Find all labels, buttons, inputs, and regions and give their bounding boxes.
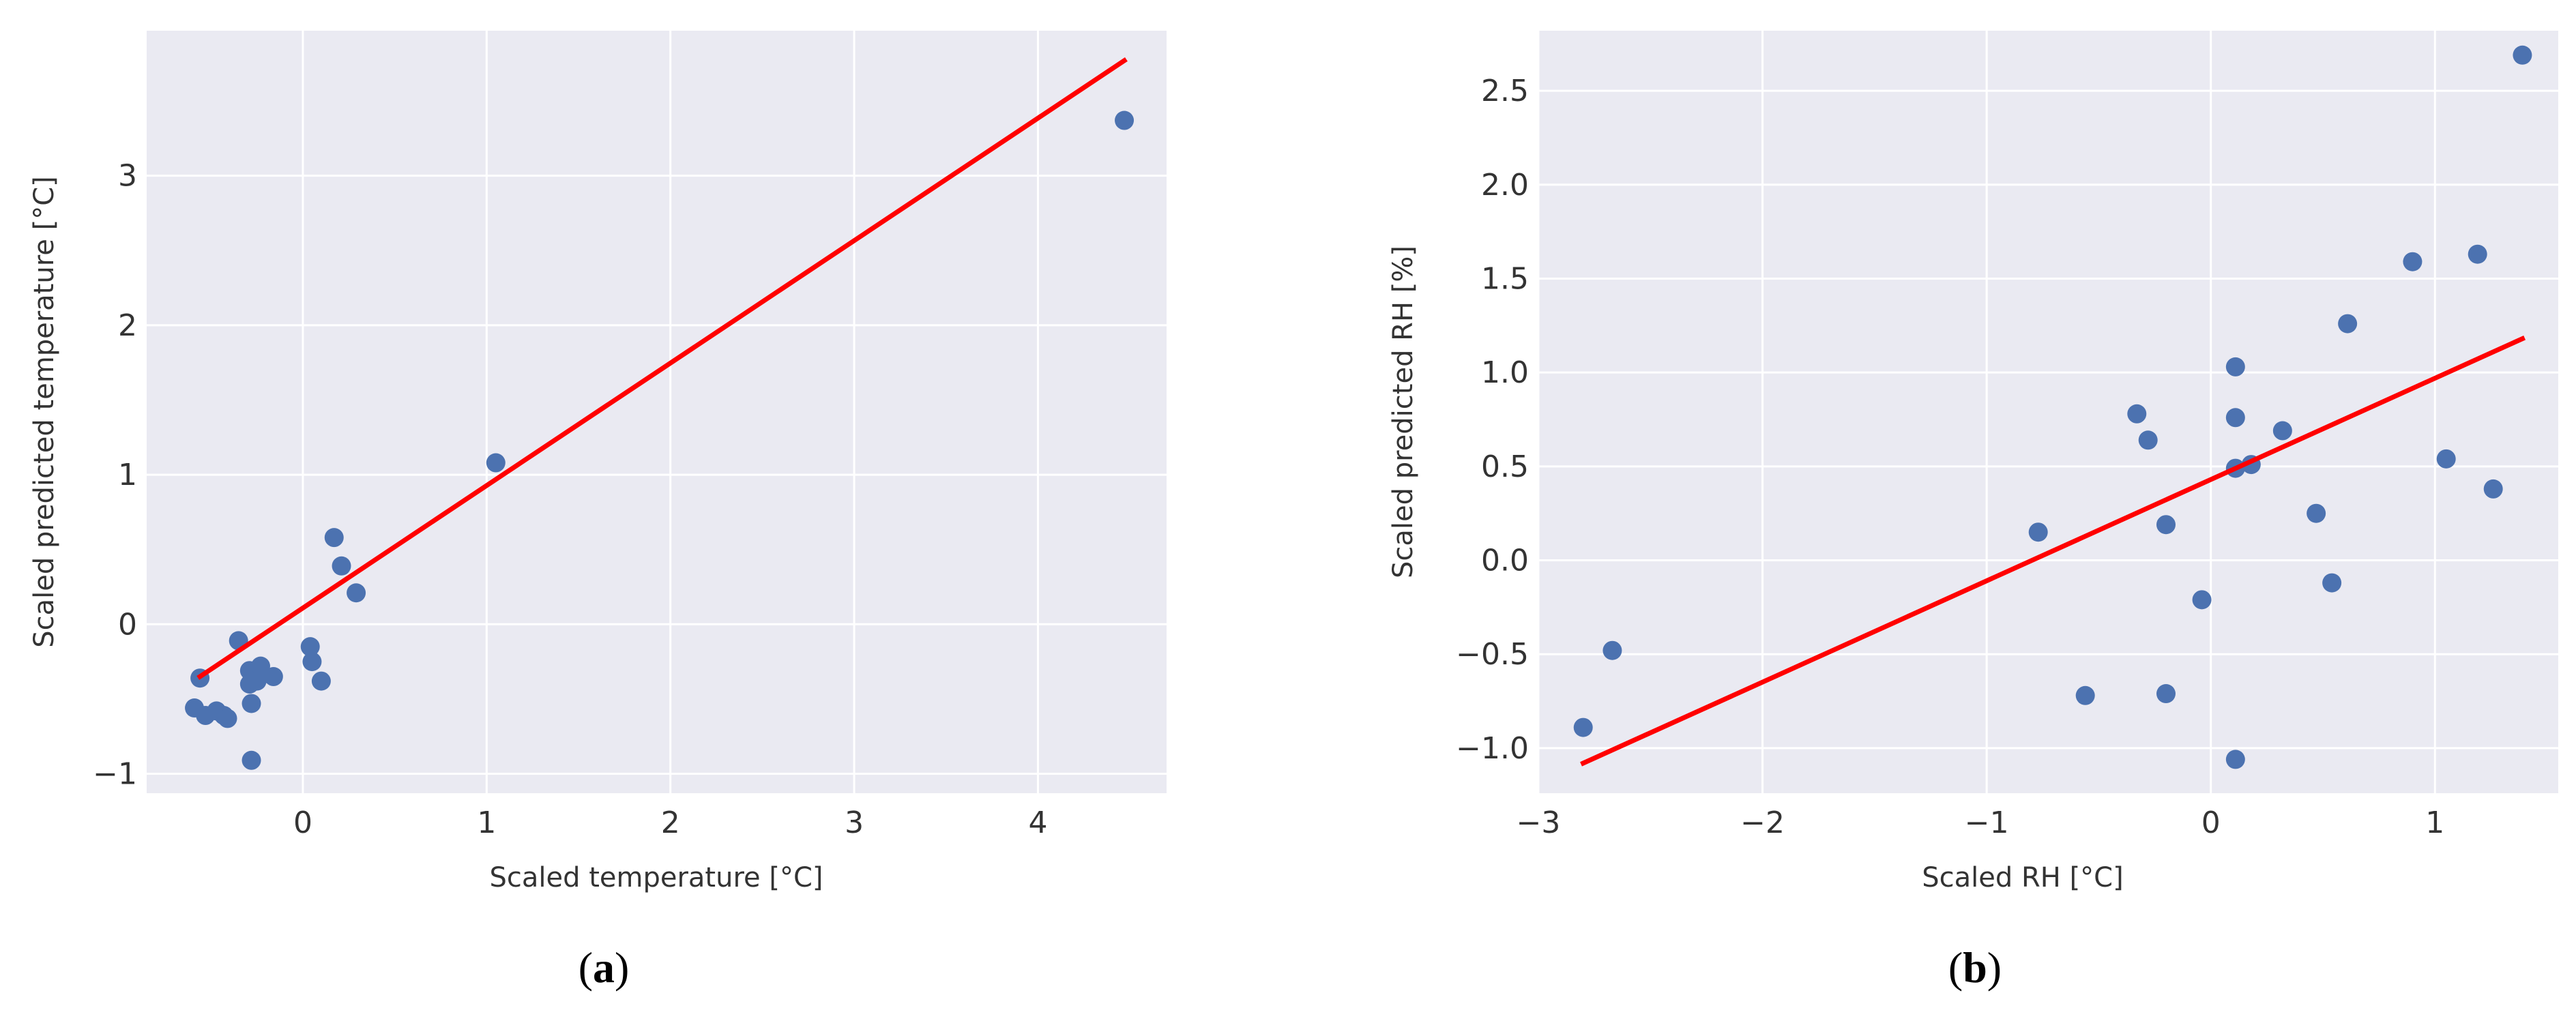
data-point	[2307, 503, 2326, 523]
data-point	[2225, 357, 2245, 376]
data-point	[241, 750, 261, 770]
y-tick-label: 2.0	[1481, 168, 1529, 203]
y-tick-label: 0.0	[1481, 544, 1529, 578]
x-tick-label: 0	[2201, 805, 2221, 840]
y-tick-label: 1.0	[1481, 355, 1529, 390]
y-axis-label-b: Scaled predicted RH [%]	[1388, 246, 1419, 578]
grid-a	[147, 31, 1167, 793]
data-point	[324, 528, 344, 548]
x-tick-label: 1	[2425, 805, 2444, 840]
data-point	[2028, 522, 2048, 542]
data-point	[347, 583, 366, 603]
data-point	[218, 709, 237, 728]
data-point	[2225, 750, 2245, 769]
x-tick-label: 2	[661, 805, 680, 840]
data-point	[2127, 404, 2147, 424]
data-point	[2403, 252, 2423, 271]
fit-line	[1580, 335, 2526, 767]
y-tick-label: 1.5	[1481, 261, 1529, 296]
data-point	[2156, 515, 2176, 535]
data-point	[247, 671, 267, 691]
data-point	[2436, 449, 2456, 469]
ticks-b: −3 −2 −1 0 1 −1.0 −0.5 0.0 0.5 1.0 1.5 2.0 2.5	[1456, 74, 2444, 840]
x-tick-label: 0	[293, 805, 312, 840]
plot-area-a	[147, 31, 1167, 793]
grid-b	[1537, 31, 2558, 793]
panel-a: 0 1 2 3 4 −1 0 1 2 3 Scaled temperature [°C] Scal…	[29, 31, 1167, 992]
marks-b	[1573, 45, 2532, 769]
x-tick-label: −1	[1965, 805, 2009, 840]
data-point	[1602, 640, 1622, 660]
data-point	[2338, 314, 2358, 334]
x-axis-label-a: Scaled temperature [°C]	[489, 862, 823, 893]
data-point	[2513, 45, 2532, 65]
panel-caption-a: (a)	[579, 943, 630, 992]
x-tick-label: 4	[1028, 805, 1047, 840]
panel-b: −3 −2 −1 0 1 −1.0 −0.5 0.0 0.5 1.0 1.5 2.0 2.5 Scale…	[1388, 31, 2558, 992]
x-tick-label: −2	[1740, 805, 1785, 840]
data-point	[2468, 244, 2487, 264]
data-point	[2075, 685, 2095, 705]
marks-a	[185, 57, 1135, 770]
x-tick-label: 3	[845, 805, 864, 840]
panel-letter-a: a	[593, 943, 615, 992]
y-tick-label: 0.5	[1481, 449, 1529, 484]
data-point	[300, 637, 320, 657]
data-point	[2225, 408, 2245, 428]
y-tick-label: 1	[118, 458, 137, 492]
panel-letter-b: b	[1963, 943, 1987, 992]
y-axis-label-a: Scaled predicted temperature [°C]	[29, 176, 60, 647]
fit-line	[196, 57, 1128, 680]
data-point	[311, 671, 331, 691]
data-point	[1573, 717, 1593, 737]
data-point	[332, 556, 351, 576]
data-point	[302, 652, 322, 672]
ticks-a: 0 1 2 3 4 −1 0 1 2 3	[93, 159, 1047, 840]
y-tick-label: −1	[93, 757, 137, 792]
data-point	[241, 694, 261, 713]
data-point	[1115, 110, 1135, 130]
data-point	[2322, 573, 2342, 593]
data-point	[2192, 590, 2212, 610]
y-tick-label: 0	[118, 607, 137, 642]
y-tick-label: 2	[118, 308, 137, 343]
data-point	[486, 453, 506, 473]
data-point	[2138, 430, 2158, 450]
data-point	[2272, 421, 2292, 441]
x-axis-label-b: Scaled RH [°C]	[1922, 862, 2123, 893]
y-tick-label: −1.0	[1456, 731, 1529, 766]
data-point	[2483, 479, 2503, 499]
y-tick-label: 2.5	[1481, 74, 1529, 108]
data-point	[263, 667, 283, 687]
data-point	[251, 656, 271, 676]
x-tick-label: 1	[477, 805, 496, 840]
y-tick-label: −0.5	[1456, 637, 1529, 672]
panel-caption-b: (b)	[1948, 943, 2002, 992]
x-tick-label: −3	[1517, 805, 1561, 840]
data-point	[2156, 684, 2176, 704]
y-tick-label: 3	[118, 159, 137, 194]
plot-area-b	[1538, 31, 2558, 793]
